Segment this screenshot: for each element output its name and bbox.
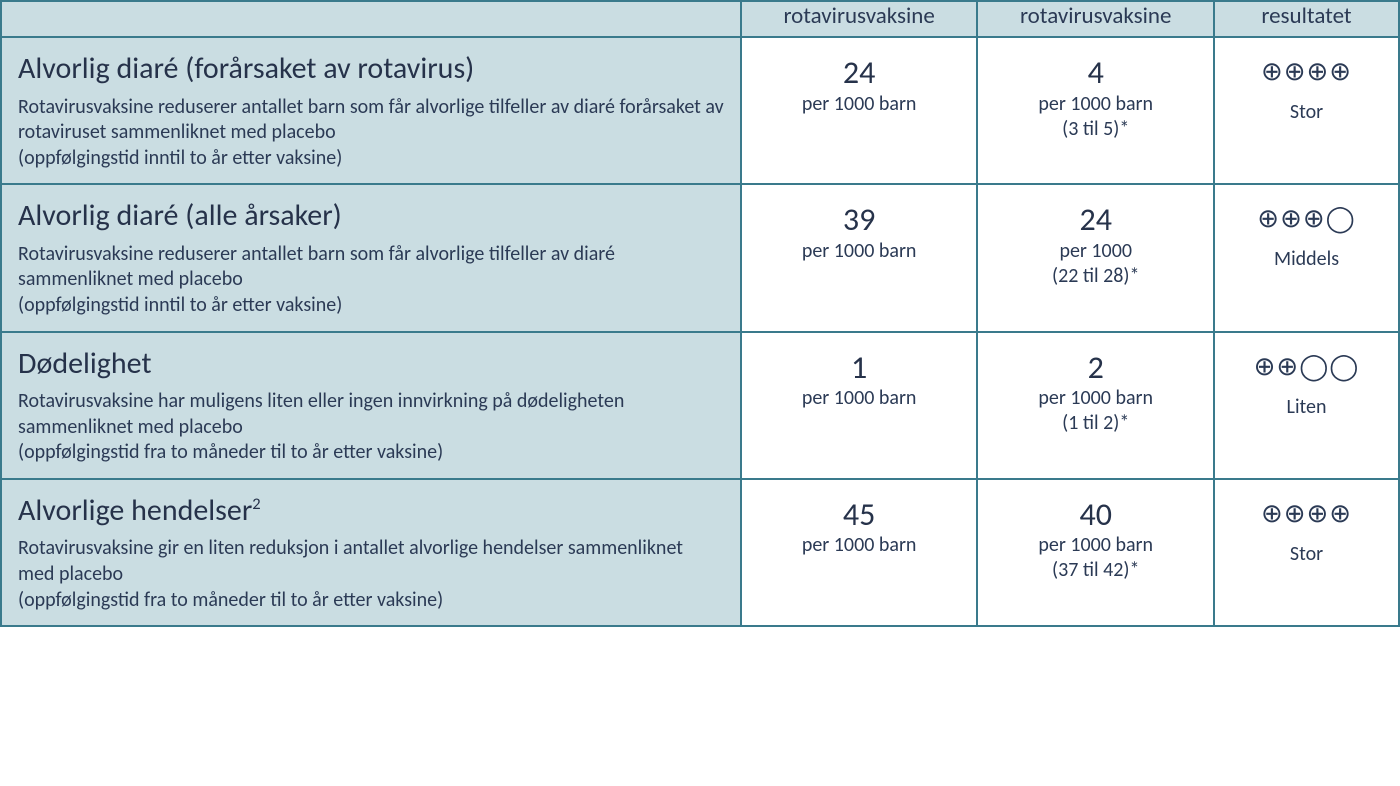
- certainty-cell: ⊕⊕⊕⊕ Stor: [1214, 479, 1399, 626]
- certainty-rating-icons: ⊕⊕⊕◯: [1231, 205, 1382, 231]
- outcome-title: Alvorlige hendelser2: [18, 494, 724, 529]
- table-row: Alvorlig diaré (forårsaket av rotavirus)…: [1, 37, 1399, 184]
- control-unit: per 1000 barn: [758, 533, 961, 558]
- outcome-title-sup: 2: [252, 494, 260, 514]
- intervention-cell: 24per 1000(22 til 28)*: [977, 184, 1214, 331]
- control-value: 45: [758, 498, 961, 532]
- intervention-value: 40: [994, 498, 1197, 532]
- outcome-title: Dødelighet: [18, 347, 724, 382]
- certainty-rating-icons: ⊕⊕◯◯: [1231, 353, 1382, 379]
- table-header-row: rotavirusvaksine rotavirusvaksine result…: [1, 1, 1399, 37]
- outcome-title: Alvorlig diaré (alle årsaker): [18, 199, 724, 234]
- intervention-value: 24: [994, 203, 1197, 237]
- control-value: 1: [758, 351, 961, 385]
- header-control: rotavirusvaksine: [741, 1, 978, 37]
- certainty-rating-label: Middels: [1231, 247, 1382, 271]
- intervention-ci: (37 til 42)*: [994, 558, 1197, 583]
- control-unit: per 1000 barn: [758, 386, 961, 411]
- intervention-ci: (3 til 5)*: [994, 117, 1197, 142]
- outcome-title: Alvorlig diaré (forårsaket av rotavirus): [18, 52, 724, 87]
- control-value: 39: [758, 203, 961, 237]
- outcome-cell: Alvorlige hendelser2 Rotavirusvaksine gir…: [1, 479, 741, 626]
- control-cell: 24per 1000 barn: [741, 37, 978, 184]
- header-intervention: rotavirusvaksine: [977, 1, 1214, 37]
- table-row: Alvorlige hendelser2 Rotavirusvaksine gir…: [1, 479, 1399, 626]
- intervention-unit: per 1000 barn: [994, 386, 1197, 411]
- intervention-ci: (22 til 28)*: [994, 264, 1197, 289]
- certainty-rating-icons: ⊕⊕⊕⊕: [1231, 500, 1382, 526]
- intervention-cell: 4per 1000 barn(3 til 5)*: [977, 37, 1214, 184]
- evidence-table: rotavirusvaksine rotavirusvaksine result…: [0, 0, 1400, 627]
- certainty-cell: ⊕⊕⊕⊕ Stor: [1214, 37, 1399, 184]
- header-outcome: [1, 1, 741, 37]
- control-cell: 45per 1000 barn: [741, 479, 978, 626]
- certainty-rating-label: Stor: [1231, 100, 1382, 124]
- certainty-rating-label: Stor: [1231, 542, 1382, 566]
- certainty-rating-icons: ⊕⊕⊕⊕: [1231, 58, 1382, 84]
- outcome-description: Rotavirusvaksine gir en liten reduksjon …: [18, 536, 724, 613]
- intervention-value: 4: [994, 56, 1197, 90]
- certainty-cell: ⊕⊕⊕◯ Middels: [1214, 184, 1399, 331]
- outcome-cell: Alvorlig diaré (alle årsaker) Rotavirusva…: [1, 184, 741, 331]
- control-unit: per 1000 barn: [758, 239, 961, 264]
- table-row: Alvorlig diaré (alle årsaker) Rotavirusva…: [1, 184, 1399, 331]
- intervention-value: 2: [994, 351, 1197, 385]
- outcome-cell: Dødelighet Rotavirusvaksine har muligens …: [1, 332, 741, 479]
- intervention-unit: per 1000: [994, 239, 1197, 264]
- table-row: Dødelighet Rotavirusvaksine har muligens …: [1, 332, 1399, 479]
- intervention-ci: (1 til 2)*: [994, 411, 1197, 436]
- intervention-cell: 40per 1000 barn(37 til 42)*: [977, 479, 1214, 626]
- certainty-rating-label: Liten: [1231, 395, 1382, 419]
- intervention-cell: 2per 1000 barn(1 til 2)*: [977, 332, 1214, 479]
- control-cell: 1per 1000 barn: [741, 332, 978, 479]
- control-unit: per 1000 barn: [758, 92, 961, 117]
- outcome-cell: Alvorlig diaré (forårsaket av rotavirus)…: [1, 37, 741, 184]
- control-cell: 39per 1000 barn: [741, 184, 978, 331]
- outcome-description: Rotavirusvaksine reduserer antallet barn…: [18, 242, 724, 319]
- control-value: 24: [758, 56, 961, 90]
- intervention-unit: per 1000 barn: [994, 92, 1197, 117]
- intervention-unit: per 1000 barn: [994, 533, 1197, 558]
- outcome-description: Rotavirusvaksine reduserer antallet barn…: [18, 95, 724, 172]
- header-certainty: resultatet: [1214, 1, 1399, 37]
- certainty-cell: ⊕⊕◯◯ Liten: [1214, 332, 1399, 479]
- outcome-description: Rotavirusvaksine har muligens liten elle…: [18, 389, 724, 466]
